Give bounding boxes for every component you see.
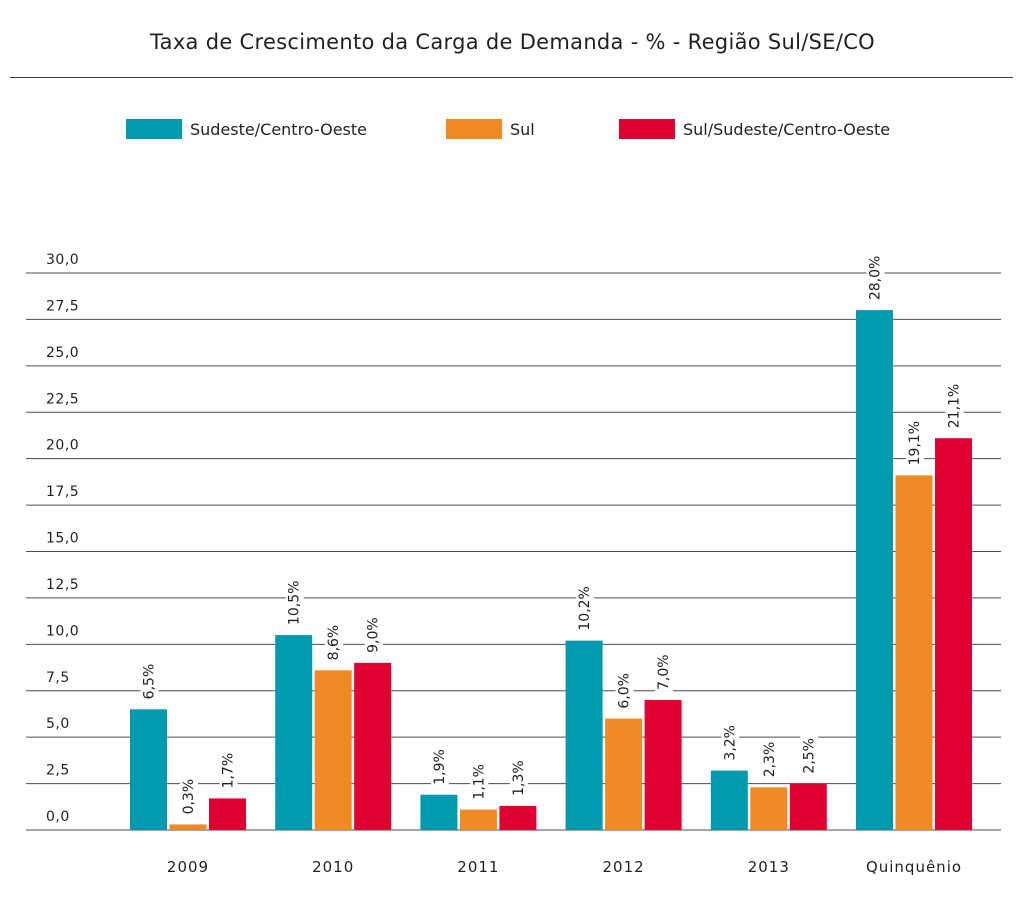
- data-label: 6,0%: [617, 673, 633, 709]
- bar: [499, 805, 537, 830]
- bar: [354, 662, 392, 830]
- data-label-backdrop: [615, 671, 634, 712]
- data-label: 1,9%: [432, 749, 448, 785]
- data-label: 21,1%: [947, 384, 963, 428]
- bar: [275, 635, 313, 830]
- data-label-backdrop: [140, 661, 159, 703]
- data-label-backdrop: [945, 382, 964, 432]
- x-category-label: Quinquênio: [866, 858, 962, 876]
- data-label: 6,5%: [142, 664, 158, 700]
- y-tick-label: 27,5: [46, 298, 79, 314]
- bar: [789, 783, 827, 830]
- data-label-backdrop: [325, 622, 344, 664]
- y-tick-label: 22,5: [46, 391, 79, 407]
- legend-item-sul-sudeste-centro-oeste: Sul/Sudeste/Centro-Oeste: [619, 117, 890, 141]
- legend-label-sul: Sul: [510, 119, 535, 139]
- data-label: 0,3%: [181, 779, 197, 815]
- legend-item-sudeste-centro-oeste: Sudeste/Centro-Oeste: [126, 117, 367, 141]
- data-label-backdrop: [906, 419, 924, 469]
- data-label-backdrop: [364, 615, 383, 656]
- y-tick-label: 2,5: [46, 763, 70, 779]
- bar: [644, 700, 682, 830]
- data-label-backdrop: [866, 254, 885, 304]
- data-label: 3,2%: [722, 725, 738, 761]
- y-tick-label: 10,0: [46, 623, 79, 639]
- y-tick-label: 15,0: [46, 531, 79, 547]
- chart-title: Taxa de Crescimento da Carga de Demanda …: [150, 30, 875, 54]
- data-label: 10,2%: [577, 586, 593, 630]
- data-label: 7,0%: [656, 654, 672, 690]
- y-tick-label: 12,5: [46, 577, 79, 593]
- y-tick-label: 5,0: [46, 716, 70, 732]
- data-label: 1,3%: [511, 760, 527, 796]
- bar: [209, 798, 246, 830]
- bar: [856, 310, 893, 831]
- y-tick-label: 17,5: [46, 484, 79, 500]
- bar: [420, 794, 458, 830]
- bar: [169, 824, 207, 830]
- data-label: 8,6%: [326, 625, 342, 661]
- legend-swatch-sudeste-centro-oeste: [126, 119, 182, 139]
- data-label-backdrop: [285, 579, 304, 629]
- data-label-backdrop: [219, 751, 238, 792]
- bar: [895, 475, 933, 830]
- y-tick-label: 0,0: [46, 809, 70, 825]
- bar: [314, 670, 352, 830]
- legend-swatch-sul-sudeste-centro-oeste: [619, 119, 675, 139]
- bar: [710, 770, 748, 830]
- data-label-backdrop: [509, 758, 528, 799]
- data-label-backdrop: [430, 747, 449, 788]
- data-label: 1,7%: [221, 753, 237, 789]
- data-label-backdrop: [655, 652, 674, 694]
- title-divider: [10, 77, 1013, 78]
- x-category-label: 2013: [748, 858, 790, 876]
- data-label: 2,5%: [801, 738, 817, 774]
- data-label: 10,5%: [287, 581, 303, 625]
- y-tick-label: 20,0: [46, 438, 79, 454]
- y-tick-label: 25,0: [46, 345, 79, 361]
- legend-swatch-sul: [446, 119, 502, 139]
- bar: [605, 718, 643, 830]
- bar: [750, 787, 788, 830]
- x-category-label: 2011: [457, 858, 499, 876]
- y-tick-label: 7,5: [46, 670, 70, 686]
- data-label-backdrop: [180, 777, 198, 818]
- x-category-label: 2012: [603, 858, 645, 876]
- legend-label-sudeste-centro-oeste: Sudeste/Centro-Oeste: [190, 119, 367, 139]
- chart-legend: Sudeste/Centro-Oeste Sul Sul/Sudeste/Cen…: [0, 117, 1025, 141]
- data-label: 1,1%: [471, 764, 487, 800]
- data-label: 28,0%: [868, 256, 884, 300]
- data-label-backdrop: [470, 762, 489, 803]
- data-label-backdrop: [576, 584, 595, 634]
- bar: [130, 709, 167, 830]
- y-tick-label: 30,0: [46, 252, 79, 268]
- legend-item-sul: Sul: [446, 117, 535, 141]
- data-label-backdrop: [760, 739, 779, 781]
- bar: [565, 640, 603, 830]
- data-label-backdrop: [800, 736, 819, 777]
- data-label: 2,3%: [762, 742, 778, 778]
- bar: [459, 809, 497, 830]
- x-category-label: 2009: [167, 858, 209, 876]
- data-label-backdrop: [721, 723, 740, 764]
- data-label: 9,0%: [366, 617, 382, 653]
- x-category-label: 2010: [312, 858, 354, 876]
- legend-label-sul-sudeste-centro-oeste: Sul/Sudeste/Centro-Oeste: [683, 119, 891, 139]
- data-label: 19,1%: [907, 421, 923, 465]
- bar: [935, 438, 972, 830]
